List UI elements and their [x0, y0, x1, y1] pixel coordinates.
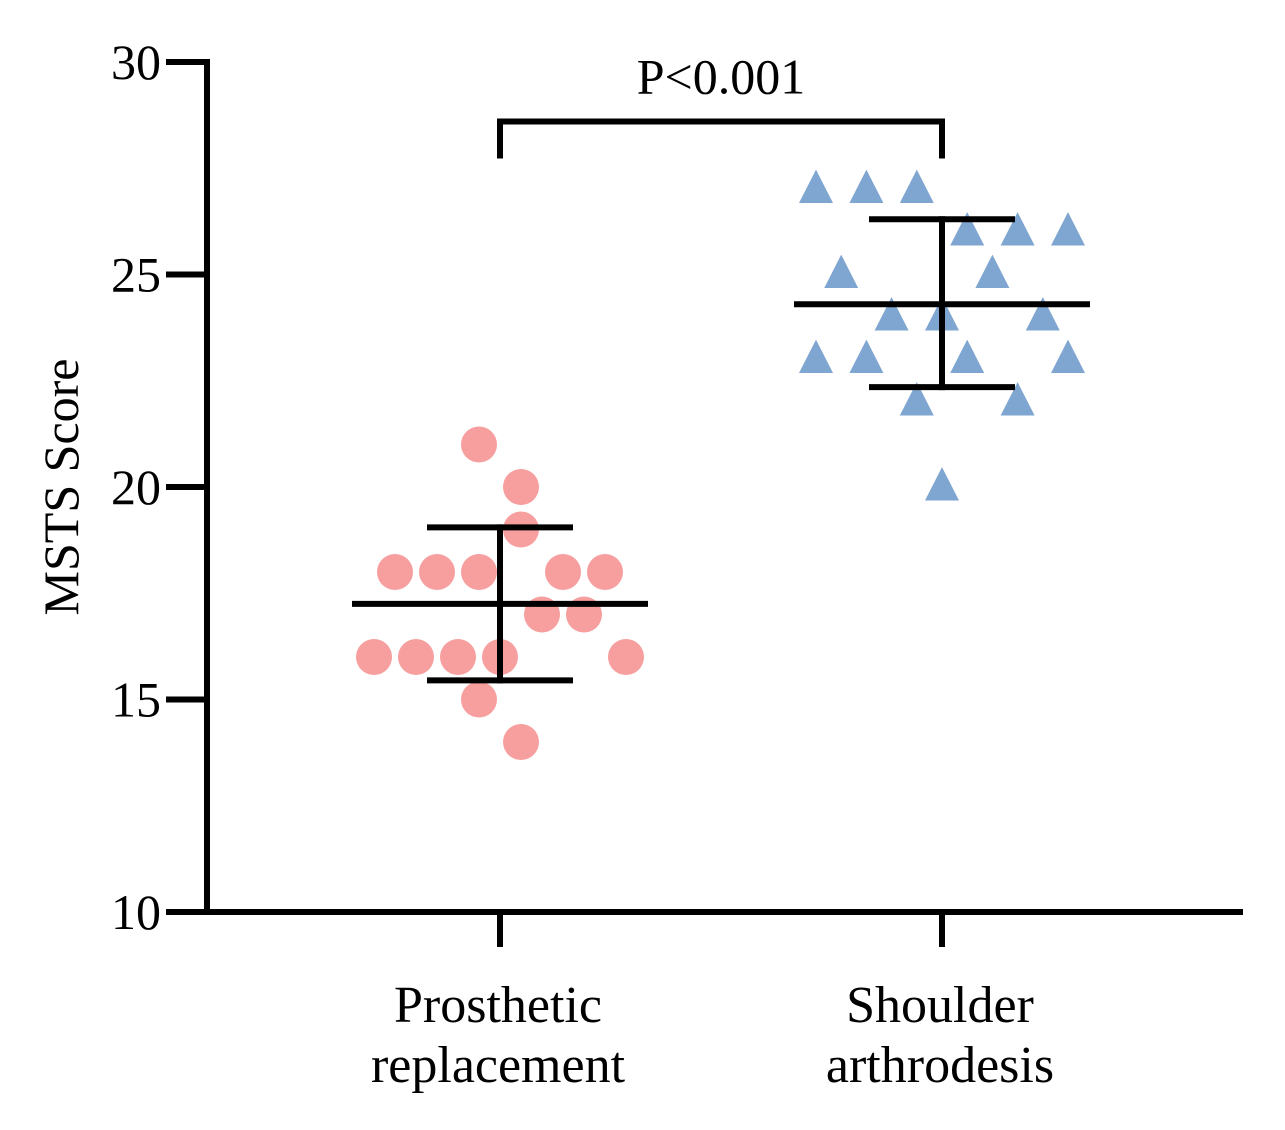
data-point [950, 212, 985, 246]
data-point [824, 254, 859, 288]
x-category-label: replacement [371, 1037, 626, 1094]
data-point [950, 339, 985, 373]
data-point [587, 554, 623, 590]
data-point [1051, 212, 1085, 246]
y-tick-label: 30 [111, 34, 161, 90]
significance-line [497, 118, 945, 159]
x-category-label: Prosthetic [394, 977, 602, 1034]
data-point [545, 554, 581, 590]
data-point [440, 639, 476, 675]
p-value-label: P<0.001 [637, 49, 806, 105]
data-point [874, 297, 909, 331]
data-point [975, 254, 1010, 288]
data-point [461, 554, 497, 590]
data-points [356, 169, 1085, 760]
data-point [398, 639, 434, 675]
data-point [419, 554, 455, 590]
data-point [608, 639, 644, 675]
data-point [461, 681, 497, 718]
data-point [849, 169, 884, 203]
y-tick-label: 10 [111, 884, 161, 940]
data-point [503, 724, 539, 760]
data-point [925, 467, 959, 501]
data-point [799, 339, 833, 373]
data-point [799, 169, 833, 203]
data-point [849, 339, 884, 373]
data-point [899, 382, 934, 416]
mean-sd-bars [352, 216, 1090, 684]
y-tick-label: 20 [111, 459, 161, 515]
data-point [1000, 212, 1035, 246]
x-category-label: Shoulder [846, 977, 1034, 1034]
data-point [1000, 382, 1035, 416]
data-point [899, 169, 934, 203]
data-point [1051, 339, 1085, 373]
data-point [461, 426, 497, 463]
data-point [1025, 297, 1060, 331]
y-tick-label: 15 [111, 672, 161, 728]
significance-bracket: P<0.001 [497, 49, 945, 159]
data-point [377, 554, 413, 590]
data-point [356, 639, 392, 675]
y-axis: 10 15 20 25 30 [111, 34, 210, 940]
y-axis-title: MSTS Score [33, 359, 89, 616]
x-category-label: arthrodesis [826, 1037, 1054, 1094]
y-tick-label: 25 [111, 247, 161, 303]
data-point [503, 469, 539, 505]
